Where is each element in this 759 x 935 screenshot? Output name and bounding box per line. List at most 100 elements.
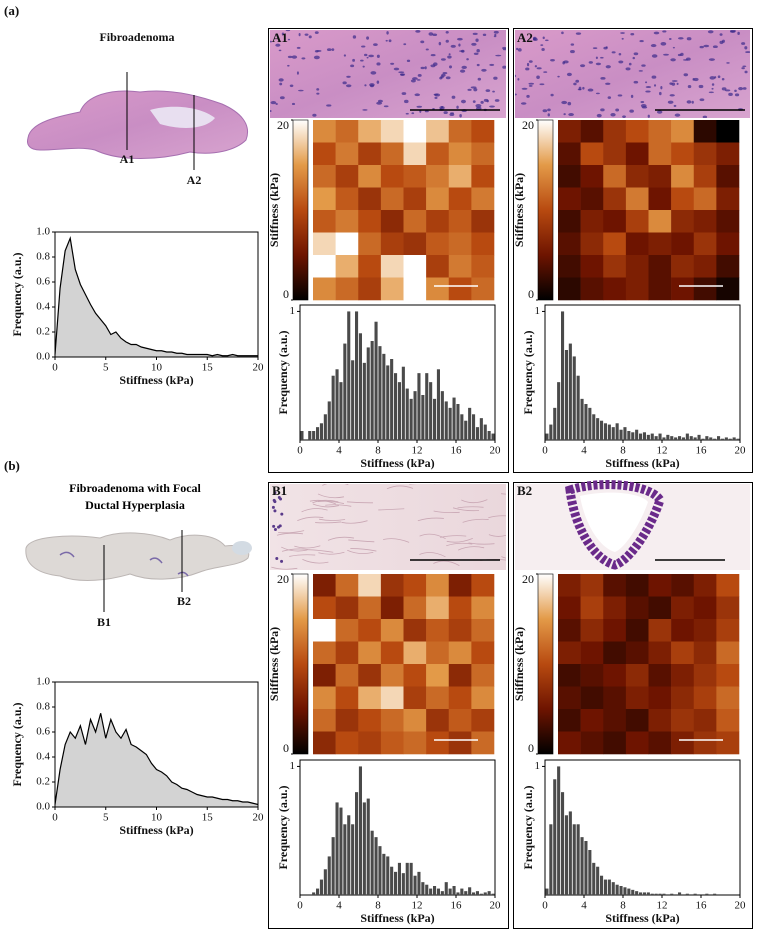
bar (335, 802, 339, 895)
colorbar-label: Stiffness (kPa) (512, 627, 526, 701)
nucleus (592, 47, 598, 50)
histology-nuclei (270, 30, 506, 118)
y-tick-label: 0.6 (36, 726, 50, 738)
bar (545, 888, 549, 895)
bar (592, 862, 596, 895)
bar (717, 436, 721, 440)
nucleus (278, 49, 282, 52)
nucleus (536, 75, 540, 79)
bar (421, 882, 425, 895)
bar (409, 398, 413, 440)
bar (394, 373, 398, 440)
heatmap-cell (716, 619, 740, 642)
heatmap-cell (716, 255, 740, 278)
heatmap-cell (603, 686, 627, 710)
heatmap-cell (426, 596, 450, 620)
heatmap-cell (716, 187, 740, 211)
nucleus (433, 93, 438, 96)
heatmap-cell (313, 619, 336, 642)
bar (378, 346, 382, 440)
x-tick-label: 4 (336, 900, 342, 912)
nucleus (669, 82, 673, 85)
bar (670, 893, 674, 895)
bar (468, 887, 472, 895)
bar (631, 889, 635, 895)
bar (343, 343, 347, 440)
heatmap-cell (335, 142, 359, 166)
colorbar-tick-label: 20 (277, 572, 289, 586)
bar (429, 382, 433, 440)
nucleus (376, 101, 383, 105)
heatmap-cell (335, 731, 359, 755)
bar (487, 431, 491, 440)
heatmap-cell (448, 187, 472, 211)
x-axis-label: Stiffness (kPa) (119, 373, 193, 387)
nucleus (625, 67, 631, 71)
heatmap-chart: 0 20 Stiffness (kPa) (512, 118, 740, 301)
nucleus (719, 40, 724, 45)
nucleus (520, 102, 527, 105)
nucleus (595, 92, 600, 95)
nucleus (473, 88, 478, 92)
x-tick-label: 12 (657, 445, 668, 457)
panel-tag: A1 (272, 30, 288, 45)
nucleus (596, 113, 602, 118)
nucleus (483, 98, 489, 102)
heatmap-cell (693, 619, 717, 642)
nucleus (279, 96, 285, 100)
bar (300, 431, 304, 440)
x-tick-label: 12 (412, 900, 423, 912)
nucleus (270, 40, 273, 43)
nucleus (515, 93, 517, 96)
region-label: A1 (120, 152, 135, 166)
nucleus (528, 60, 533, 63)
colorbar-tick-label: 20 (277, 118, 289, 132)
bar (685, 893, 689, 895)
heatmap-cell (558, 731, 581, 755)
bar (491, 433, 495, 440)
heatmap-cell (448, 142, 472, 166)
nucleus (287, 55, 293, 59)
nucleus (708, 91, 714, 94)
nucleus (742, 87, 747, 90)
nucleus (741, 67, 745, 70)
fiber (488, 534, 506, 537)
nucleus (702, 115, 708, 118)
nucleus (312, 113, 317, 117)
heatmap-cell (471, 574, 495, 597)
nucleus (398, 71, 405, 74)
heatmap-cell (671, 277, 695, 301)
nucleus (460, 99, 466, 104)
bar (639, 433, 643, 440)
nucleus (699, 98, 705, 102)
nucleus (343, 54, 347, 57)
heatmap-cell (625, 619, 649, 642)
fiber (278, 530, 305, 534)
nucleus (352, 35, 357, 39)
heatmap-cell (625, 664, 649, 687)
heatmap-cell (716, 210, 740, 233)
heatmap-cell (313, 709, 336, 732)
nucleus (711, 83, 715, 86)
bar (347, 311, 351, 440)
bar (557, 766, 561, 895)
nucleus (699, 45, 704, 49)
bar (635, 429, 639, 440)
heatmap-cell (603, 187, 627, 211)
bar (681, 437, 685, 440)
heatmap-cell (671, 731, 695, 755)
bar (615, 423, 619, 440)
heatmap-cell (671, 165, 695, 188)
heatmap-cell (471, 731, 495, 755)
nucleus (536, 67, 542, 70)
nucleus (621, 37, 624, 40)
bar (397, 862, 401, 895)
bar (343, 824, 347, 895)
bar (619, 886, 623, 895)
axes-frame (54, 231, 259, 358)
nucleus (673, 104, 677, 108)
heatmap-cell (380, 641, 404, 665)
heatmap-cell (313, 210, 336, 233)
heatmap-cell (580, 255, 604, 278)
heatmap-cell (580, 641, 604, 665)
